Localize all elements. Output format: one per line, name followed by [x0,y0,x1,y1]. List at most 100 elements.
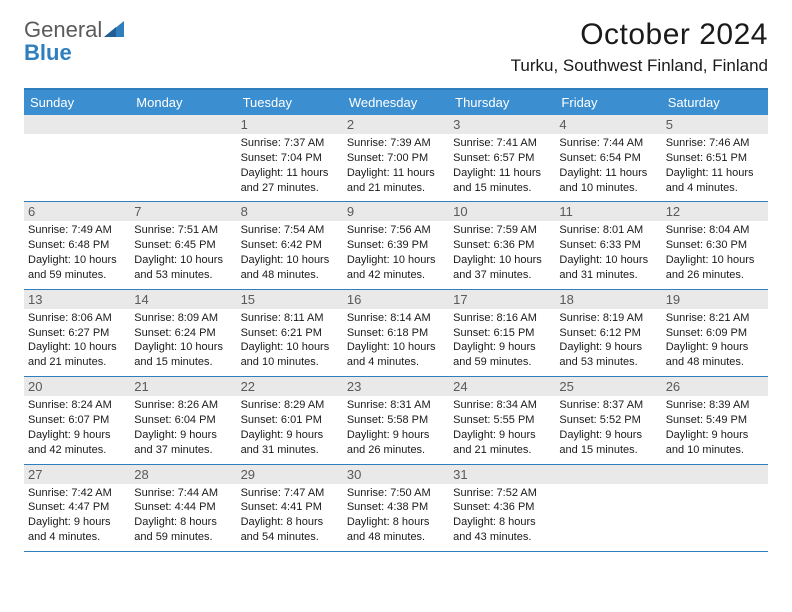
day-cell: 2Sunrise: 7:39 AMSunset: 7:00 PMDaylight… [343,115,449,201]
day-info: Sunrise: 7:39 AMSunset: 7:00 PMDaylight:… [347,136,445,195]
day-cell: 15 Sunrise: 8:11 AMSunset: 6:21 PMDayligh… [237,290,343,376]
daylight-text: Daylight: 10 hours and 4 minutes. [347,340,445,370]
daylight-text: Daylight: 11 hours and 15 minutes. [453,166,551,196]
day-number: 26 [662,377,768,396]
dow-thursday: Thursday [449,90,555,115]
day-cell: 6 Sunrise: 7:49 AMSunset: 6:48 PMDaylight… [24,202,130,288]
daylight-text: Daylight: 9 hours and 48 minutes. [666,340,764,370]
daylight-text: Daylight: 10 hours and 37 minutes. [453,253,551,283]
day-cell [24,115,130,201]
daylight-text: Daylight: 10 hours and 15 minutes. [134,340,232,370]
daylight-text: Daylight: 8 hours and 54 minutes. [241,515,339,545]
sunrise-text: Sunrise: 8:06 AM [28,311,126,326]
day-info: Sunrise: 7:46 AMSunset: 6:51 PMDaylight:… [666,136,764,195]
sunrise-text: Sunrise: 7:42 AM [28,486,126,501]
dow-tuesday: Tuesday [237,90,343,115]
day-cell: 10Sunrise: 7:59 AMSunset: 6:36 PMDayligh… [449,202,555,288]
daylight-text: Daylight: 11 hours and 4 minutes. [666,166,764,196]
day-cell: 9Sunrise: 7:56 AMSunset: 6:39 PMDaylight… [343,202,449,288]
sunset-text: Sunset: 7:04 PM [241,151,339,166]
sunset-text: Sunset: 6:18 PM [347,326,445,341]
daylight-text: Daylight: 10 hours and 53 minutes. [134,253,232,283]
day-number: 31 [449,465,555,484]
sunset-text: Sunset: 4:36 PM [453,500,551,515]
sunrise-text: Sunrise: 8:16 AM [453,311,551,326]
day-cell: 13Sunrise: 8:06 AMSunset: 6:27 PMDayligh… [24,290,130,376]
day-info: Sunrise: 7:52 AMSunset: 4:36 PMDaylight:… [453,486,551,545]
daylight-text: Daylight: 9 hours and 59 minutes. [453,340,551,370]
day-cell: 5 Sunrise: 7:46 AMSunset: 6:51 PMDaylight… [662,115,768,201]
sunset-text: Sunset: 6:12 PM [559,326,657,341]
brand-name-1: General [24,17,102,42]
day-info: Sunrise: 7:41 AMSunset: 6:57 PMDaylight:… [453,136,551,195]
sunset-text: Sunset: 6:39 PM [347,238,445,253]
daylight-text: Daylight: 9 hours and 42 minutes. [28,428,126,458]
day-info: Sunrise: 7:50 AMSunset: 4:38 PMDaylight:… [347,486,445,545]
day-cell: 11Sunrise: 8:01 AMSunset: 6:33 PMDayligh… [555,202,661,288]
daylight-text: Daylight: 9 hours and 31 minutes. [241,428,339,458]
day-cell: 18Sunrise: 8:19 AMSunset: 6:12 PMDayligh… [555,290,661,376]
day-info: Sunrise: 7:59 AMSunset: 6:36 PMDaylight:… [453,223,551,282]
sunset-text: Sunset: 6:57 PM [453,151,551,166]
daylight-text: Daylight: 10 hours and 42 minutes. [347,253,445,283]
sunrise-text: Sunrise: 8:04 AM [666,223,764,238]
sunset-text: Sunset: 6:21 PM [241,326,339,341]
day-number: 5 [662,115,768,134]
day-number: 13 [24,290,130,309]
day-cell: 23Sunrise: 8:31 AMSunset: 5:58 PMDayligh… [343,377,449,463]
day-cell: 3Sunrise: 7:41 AMSunset: 6:57 PMDaylight… [449,115,555,201]
day-info: Sunrise: 7:47 AMSunset: 4:41 PMDaylight:… [241,486,339,545]
day-number: 19 [662,290,768,309]
sunrise-text: Sunrise: 8:01 AM [559,223,657,238]
month-title: October 2024 [511,18,768,52]
day-number: 28 [130,465,236,484]
sunrise-text: Sunrise: 7:59 AM [453,223,551,238]
sunrise-text: Sunrise: 7:52 AM [453,486,551,501]
day-number: 9 [343,202,449,221]
daylight-text: Daylight: 8 hours and 43 minutes. [453,515,551,545]
sunrise-text: Sunrise: 7:54 AM [241,223,339,238]
day-number: 6 [24,202,130,221]
sunset-text: Sunset: 6:45 PM [134,238,232,253]
day-cell: 25Sunrise: 8:37 AMSunset: 5:52 PMDayligh… [555,377,661,463]
day-info: Sunrise: 8:37 AMSunset: 5:52 PMDaylight:… [559,398,657,457]
day-info: Sunrise: 8:01 AMSunset: 6:33 PMDaylight:… [559,223,657,282]
sunrise-text: Sunrise: 8:29 AM [241,398,339,413]
sunset-text: Sunset: 4:38 PM [347,500,445,515]
daylight-text: Daylight: 11 hours and 10 minutes. [559,166,657,196]
daylight-text: Daylight: 8 hours and 48 minutes. [347,515,445,545]
sunrise-text: Sunrise: 8:26 AM [134,398,232,413]
day-cell: 27Sunrise: 7:42 AMSunset: 4:47 PMDayligh… [24,465,130,551]
day-number: 22 [237,377,343,396]
day-cell: 17Sunrise: 8:16 AMSunset: 6:15 PMDayligh… [449,290,555,376]
day-info: Sunrise: 7:51 AMSunset: 6:45 PMDaylight:… [134,223,232,282]
day-cell [555,465,661,551]
sunrise-text: Sunrise: 8:24 AM [28,398,126,413]
week-row: 20Sunrise: 8:24 AMSunset: 6:07 PMDayligh… [24,377,768,464]
day-number: 15 [237,290,343,309]
sunrise-text: Sunrise: 7:37 AM [241,136,339,151]
day-info: Sunrise: 7:42 AMSunset: 4:47 PMDaylight:… [28,486,126,545]
sunset-text: Sunset: 6:09 PM [666,326,764,341]
daylight-text: Daylight: 9 hours and 4 minutes. [28,515,126,545]
week-row: 6 Sunrise: 7:49 AMSunset: 6:48 PMDaylight… [24,202,768,289]
day-info: Sunrise: 8:39 AMSunset: 5:49 PMDaylight:… [666,398,764,457]
day-info: Sunrise: 7:49 AMSunset: 6:48 PMDaylight:… [28,223,126,282]
dow-wednesday: Wednesday [343,90,449,115]
day-cell: 4Sunrise: 7:44 AMSunset: 6:54 PMDaylight… [555,115,661,201]
daylight-text: Daylight: 10 hours and 31 minutes. [559,253,657,283]
sunset-text: Sunset: 6:51 PM [666,151,764,166]
daylight-text: Daylight: 9 hours and 21 minutes. [453,428,551,458]
sunset-text: Sunset: 5:52 PM [559,413,657,428]
day-info: Sunrise: 8:19 AMSunset: 6:12 PMDaylight:… [559,311,657,370]
sunset-text: Sunset: 6:30 PM [666,238,764,253]
sunrise-text: Sunrise: 8:14 AM [347,311,445,326]
day-info: Sunrise: 8:11 AMSunset: 6:21 PMDaylight:… [241,311,339,370]
day-number: 16 [343,290,449,309]
day-cell: 7Sunrise: 7:51 AMSunset: 6:45 PMDaylight… [130,202,236,288]
day-number [662,465,768,484]
daylight-text: Daylight: 9 hours and 53 minutes. [559,340,657,370]
day-info: Sunrise: 8:34 AMSunset: 5:55 PMDaylight:… [453,398,551,457]
day-cell: 22Sunrise: 8:29 AMSunset: 6:01 PMDayligh… [237,377,343,463]
day-number: 8 [237,202,343,221]
